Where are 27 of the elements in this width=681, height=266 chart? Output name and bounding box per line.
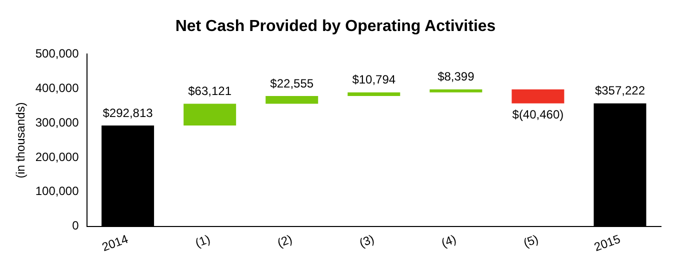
y-tick-label: 500,000 — [35, 46, 80, 61]
bar — [184, 104, 236, 126]
data-label: $22,555 — [270, 76, 314, 90]
data-label: $10,794 — [352, 72, 396, 87]
data-label: $(40,460) — [512, 108, 564, 122]
bar — [512, 89, 564, 104]
bar — [266, 96, 318, 104]
data-label: $8,399 — [438, 70, 475, 84]
y-tick-label: 100,000 — [35, 184, 80, 198]
y-tick-label: 0 — [72, 218, 80, 233]
data-label: $292,813 — [102, 106, 154, 120]
y-tick-label: 300,000 — [35, 115, 80, 130]
y-axis-title: (in thousands) — [14, 102, 28, 178]
data-label: $63,121 — [188, 84, 232, 98]
y-tick-label: 200,000 — [35, 150, 80, 164]
x-tick-label: (3) — [357, 232, 376, 250]
y-tick-label: 400,000 — [35, 80, 80, 95]
bar — [348, 92, 400, 96]
x-tick-label: 2015 — [592, 232, 622, 254]
x-tick-label: (4) — [440, 232, 458, 250]
x-tick-label: 2014 — [100, 232, 130, 254]
chart-title: Net Cash Provided by Operating Activities — [175, 18, 496, 36]
bar — [430, 89, 482, 92]
data-label: $357,222 — [594, 84, 646, 98]
x-tick-label: (5) — [522, 232, 540, 250]
x-tick-label: (2) — [275, 232, 294, 250]
x-tick-label: (1) — [193, 232, 212, 250]
